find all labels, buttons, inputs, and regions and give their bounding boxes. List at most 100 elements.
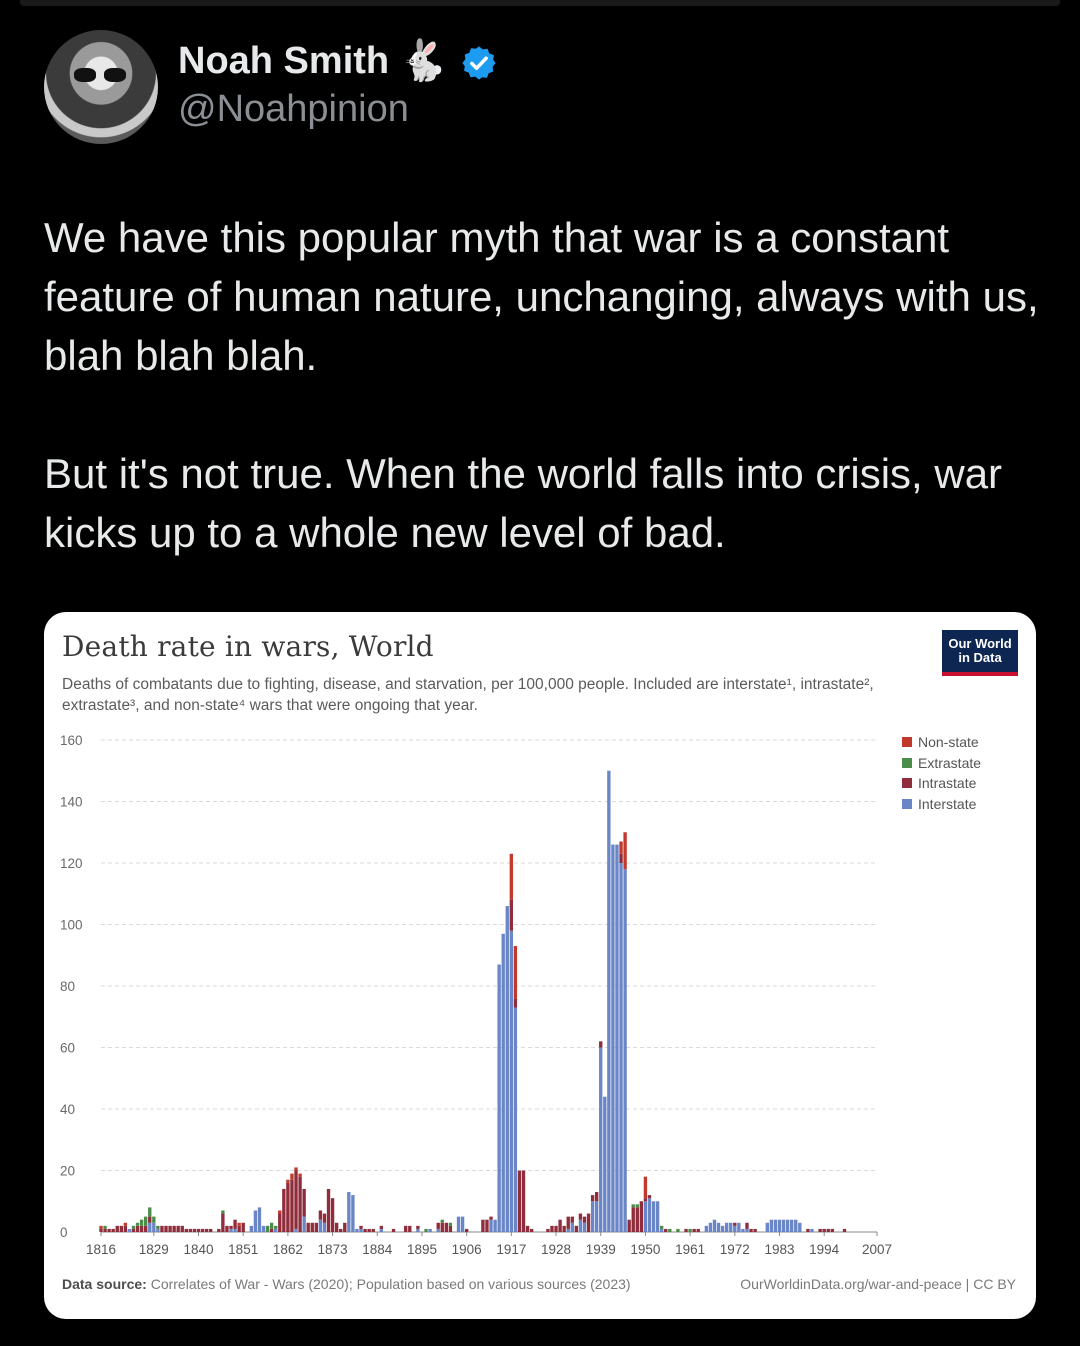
bar-interstate (594, 1201, 599, 1232)
bar-non-state (619, 841, 623, 854)
bar-interstate (416, 1228, 420, 1232)
bar-intrastate (842, 1228, 847, 1232)
bar-interstate (810, 1228, 814, 1232)
bar-intrastate (233, 1219, 237, 1229)
bar-intrastate (99, 1228, 103, 1232)
bar-intrastate (241, 1222, 245, 1232)
bar-intrastate (286, 1182, 290, 1232)
author-handle[interactable]: @Noahpinion (178, 88, 409, 130)
legend-swatch (902, 778, 912, 789)
data-source-label: Data source: (62, 1276, 147, 1292)
bar-interstate (229, 1228, 233, 1232)
bar-interstate (322, 1222, 327, 1232)
bar-intrastate (221, 1213, 225, 1232)
bar-intrastate (282, 1188, 286, 1232)
owid-logo: Our World in Data (942, 630, 1018, 676)
bar-interstate (611, 844, 615, 1232)
bar-non-state (99, 1225, 103, 1229)
bar-interstate (785, 1219, 790, 1232)
bar-interstate (773, 1219, 778, 1232)
bar-extrastate (131, 1225, 136, 1229)
bar-intrastate (343, 1222, 347, 1232)
x-tick-label: 1983 (764, 1242, 794, 1257)
tweet-text: We have this popular myth that war is a … (44, 208, 1044, 562)
legend-swatch (902, 798, 912, 809)
bar-interstate (724, 1222, 729, 1232)
bar-interstate (513, 1007, 518, 1232)
bar-intrastate (574, 1225, 579, 1232)
data-source-note: Data source: Correlates of War - Wars (2… (62, 1276, 631, 1292)
tweet-paragraph-1: We have this popular myth that war is a … (44, 214, 1039, 379)
bar-intrastate (330, 1198, 335, 1232)
bar-intrastate (269, 1228, 274, 1232)
bar-interstate (745, 1228, 749, 1232)
y-tick-label: 0 (60, 1225, 68, 1240)
verified-badge-icon (462, 46, 496, 80)
author-avatar[interactable] (44, 30, 158, 144)
bar-intrastate (485, 1219, 489, 1232)
bar-intrastate (440, 1222, 444, 1232)
bar-interstate (347, 1192, 351, 1232)
bar-intrastate (359, 1225, 363, 1229)
author-name[interactable]: Noah Smith (178, 40, 390, 82)
bar-interstate (643, 1201, 648, 1232)
bar-interstate (769, 1219, 774, 1232)
bar-interstate (720, 1225, 725, 1232)
y-tick-label: 60 (60, 1041, 75, 1056)
bar-intrastate (379, 1225, 384, 1229)
bar-interstate (733, 1225, 737, 1232)
bar-intrastate (489, 1216, 493, 1220)
bar-intrastate (164, 1225, 168, 1232)
owid-attribution-link[interactable]: OurWorldinData.org/war-and-peace | CC BY (740, 1276, 1016, 1292)
x-tick-label: 2007 (862, 1242, 892, 1257)
y-tick-label: 140 (60, 795, 83, 810)
bar-extrastate (659, 1225, 664, 1229)
bar-intrastate (635, 1207, 639, 1232)
bar-non-state (513, 946, 518, 999)
chart-image-card[interactable]: Death rate in wars, World Deaths of comb… (44, 612, 1036, 1319)
bar-intrastate (631, 1207, 635, 1232)
bar-extrastate (144, 1216, 148, 1226)
bar-interstate (428, 1228, 432, 1232)
bar-intrastate (822, 1228, 826, 1232)
bar-interstate (253, 1210, 258, 1232)
bar-intrastate (481, 1219, 485, 1232)
bar-interstate (655, 1201, 660, 1232)
y-tick-label: 120 (60, 856, 83, 871)
bar-intrastate (371, 1228, 375, 1232)
bar-intrastate (521, 1170, 526, 1232)
bar-intrastate (322, 1213, 327, 1223)
bar-intrastate (570, 1216, 574, 1223)
legend-label: Non-state (918, 734, 979, 751)
bar-intrastate (310, 1222, 314, 1232)
bar-intrastate (184, 1228, 189, 1232)
bar-intrastate (599, 1041, 603, 1048)
bar-intrastate (436, 1222, 440, 1229)
x-tick-label: 1950 (630, 1242, 660, 1257)
x-tick-label: 1972 (720, 1242, 750, 1257)
bar-non-state (643, 1176, 648, 1199)
bar-intrastate (229, 1225, 233, 1229)
y-tick-label: 20 (60, 1164, 75, 1179)
bar-non-state (294, 1167, 298, 1171)
legend-item: Intrastate (902, 773, 981, 794)
bar-interstate (249, 1225, 254, 1232)
bar-intrastate (298, 1176, 302, 1232)
bar-extrastate (103, 1225, 107, 1229)
bar-intrastate (647, 1195, 652, 1199)
bar-intrastate (302, 1188, 306, 1217)
bar-extrastate (221, 1210, 225, 1214)
x-tick-label: 1906 (452, 1242, 482, 1257)
bar-intrastate (619, 853, 623, 863)
bar-interstate (127, 1228, 132, 1232)
owid-logo-line2: in Data (958, 650, 1002, 665)
bar-intrastate (558, 1219, 562, 1232)
bar-non-state (286, 1179, 290, 1183)
bar-interstate (302, 1216, 306, 1232)
bar-intrastate (745, 1222, 749, 1229)
legend-swatch (902, 737, 912, 748)
bar-interstate (355, 1228, 359, 1232)
bar-intrastate (103, 1228, 107, 1232)
y-tick-label: 40 (60, 1102, 75, 1117)
bar-intrastate (444, 1222, 449, 1232)
